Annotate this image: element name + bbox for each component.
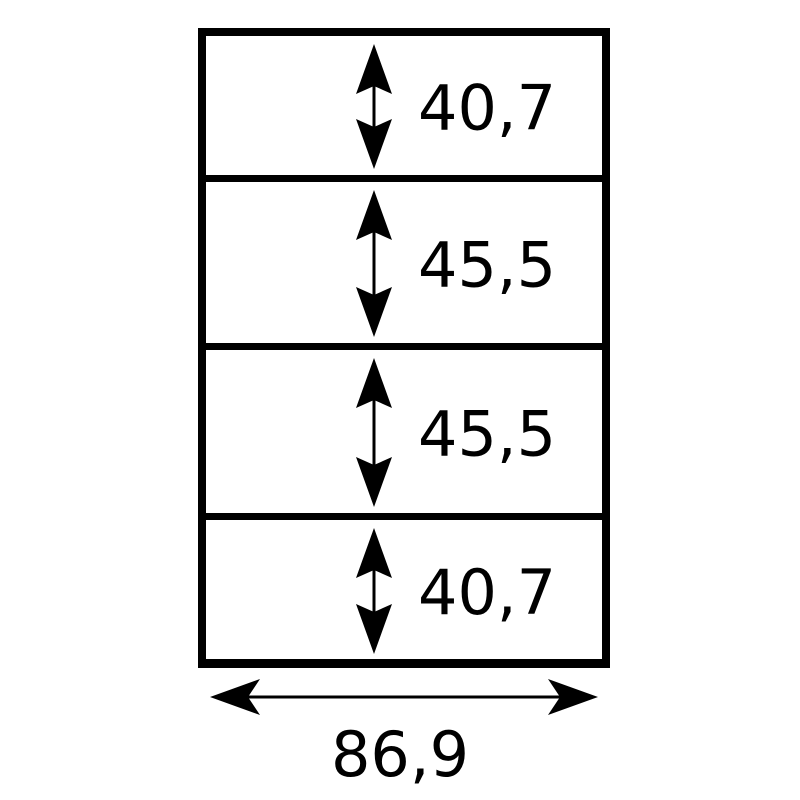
- height-label: 45,5: [418, 398, 556, 471]
- height-arrow-up-head-icon: [356, 528, 392, 578]
- section-2: 45,5: [206, 190, 602, 350]
- shelf-divider: [206, 175, 602, 182]
- height-label: 40,7: [418, 556, 556, 629]
- height-arrow-down-head-icon: [356, 119, 392, 169]
- height-label: 40,7: [418, 72, 556, 145]
- height-label: 45,5: [418, 229, 556, 302]
- width-label: 86,9: [331, 718, 469, 791]
- height-arrow-up-head-icon: [356, 358, 392, 408]
- shelf-divider: [206, 513, 602, 520]
- shelf-divider: [206, 343, 602, 350]
- cabinet-outline: [198, 28, 610, 668]
- width-arrow-left-head-icon: [210, 679, 260, 715]
- section-4: 40,7: [356, 528, 556, 654]
- height-arrow-down-head-icon: [356, 287, 392, 337]
- section-1: 40,7: [206, 44, 602, 182]
- section-3: 45,5: [206, 358, 602, 520]
- height-arrow-down-head-icon: [356, 457, 392, 507]
- height-arrow-up-head-icon: [356, 44, 392, 94]
- width-dimension: 86,9: [210, 679, 598, 791]
- width-arrow-right-head-icon: [548, 679, 598, 715]
- height-arrow-up-head-icon: [356, 190, 392, 240]
- height-arrow-down-head-icon: [356, 604, 392, 654]
